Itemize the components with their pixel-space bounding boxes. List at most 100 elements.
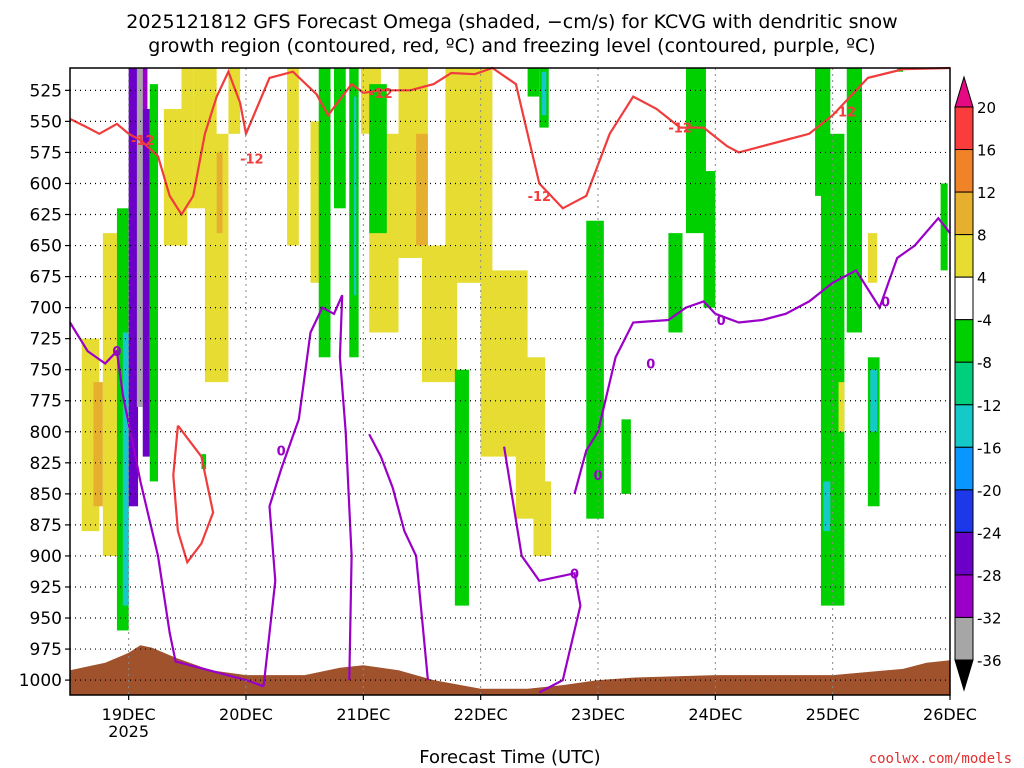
x-tick-label-25DEC: 25DEC [806,705,860,724]
x-tick-label-19DEC: 19DEC [102,705,156,724]
y-tick-label-750: 750 [30,361,62,381]
colorbar-box-4 [954,276,974,321]
freezing-contour-label-6: 0 [881,295,890,310]
omega-shade-4 [122,332,129,606]
omega-shade-8 [142,108,150,457]
x-tick-label-24DEC: 24DEC [688,705,742,724]
omega-shade-9 [149,84,158,482]
omega-shade-27 [416,133,428,246]
dendritic-contour-label-5: -12 [833,105,857,120]
omega-shade-1 [93,382,103,507]
colorbar-arrow-top [954,75,974,108]
freezing-contour-0 [69,321,264,688]
colorbar-box-5 [954,319,974,363]
axes: 525 550 575 600 625 650 675 700 725 750 775 800 825 8… [19,67,977,741]
omega-shade-19 [318,68,331,358]
colorbar-box-3 [954,234,974,278]
colorbar-label-5: -16 [977,439,1002,457]
omega-shade-17 [287,68,299,246]
omega-shade-41 [703,171,716,308]
freezing-contour-label-2: 0 [570,567,579,582]
omega-shade-40 [686,68,706,234]
dendritic-contour-label-3: -12 [528,190,552,205]
omega-shade-7 [142,68,148,109]
x-tick-label-20DEC: 20DEC [219,705,273,724]
colorbar-box-11 [954,574,974,618]
y-tick-label-575: 575 [30,143,62,163]
freezing-contour-label-5: 0 [717,314,726,329]
y-tick-label-1000: 1000 [19,671,62,691]
colorbar: -36 -32 -28 -24 -20 -16 -12 -8 -4 4 8 12 16 20 [954,75,1002,692]
colorbar-box-8 [954,446,974,491]
y-tick-label-775: 775 [30,392,62,412]
colorbar-label-1: -32 [977,609,1002,627]
y-tick-label-925: 925 [30,578,62,598]
freezing-contour-label-1: 0 [277,444,286,459]
colorbar-box-9 [954,489,974,533]
omega-shade-13 [204,133,229,383]
colorbar-label-0: -36 [977,652,1002,670]
x-axis-label: Forecast Time (UTC) [419,747,600,768]
x-tick-label-22DEC: 22DEC [454,705,508,724]
colorbar-box-0 [954,106,974,151]
freezing-contour-4 [573,216,951,495]
colorbar-label-13: 20 [977,99,996,117]
omega-shade-38 [621,419,631,494]
y-tick-label-725: 725 [30,330,62,350]
colorbar-box-7 [954,404,974,448]
colorbar-label-9: 4 [977,269,987,287]
freezing-contour-2 [368,433,429,681]
omega-shade-49 [867,233,878,283]
omega-shade-25 [369,84,387,234]
omega-shade-6 [136,68,143,407]
freezing-contour-label-0: 0 [112,345,121,360]
omega-shade-48 [838,382,845,432]
colorbar-label-12: 16 [977,142,996,160]
terrain [70,645,950,695]
colorbar-label-2: -28 [977,567,1002,585]
omega-shade-39 [668,233,683,333]
colorbar-box-1 [954,149,974,193]
colorbar-label-11: 12 [977,184,996,202]
colorbar-label-6: -12 [977,397,1002,415]
omega-shade-45 [846,68,862,333]
dendritic-contour-label-2: -12 [369,87,393,102]
y-tick-label-950: 950 [30,609,62,629]
y-tick-label-625: 625 [30,206,62,226]
omega-shade-44 [823,481,831,532]
chart-title-line2: growth region (contoured, red, ºC) and f… [148,35,875,57]
plot-frame [69,67,951,696]
y-tick-label-525: 525 [30,81,62,101]
dendritic-contour-closed [172,424,215,565]
colorbar-box-12 [954,616,974,661]
omega-shade-30 [454,369,469,606]
omega-shade-33 [533,481,552,556]
omega-shade-15 [228,68,241,134]
y-tick-label-675: 675 [30,268,62,288]
omega-shade-16 [201,454,207,470]
freezing-contour-label-4: 0 [646,357,655,372]
y-tick-label-825: 825 [30,454,62,474]
x-tick-sublabel: 2025 [108,722,149,741]
colorbar-box-10 [954,531,974,576]
y-tick-label-600: 600 [30,174,62,194]
x-tick-label-23DEC: 23DEC [571,705,625,724]
omega-shade-20 [334,68,346,209]
x-tick-label-26DEC: 26DEC [923,705,977,724]
colorbar-label-8: -4 [977,312,992,330]
colorbar-label-10: 8 [977,227,987,245]
colorbar-label-7: -8 [977,354,992,372]
omega-shade-47 [870,369,878,432]
colorbar-arrow-bottom [954,659,974,692]
y-tick-label-550: 550 [30,112,62,132]
dendritic-contour-label-1: -12 [240,153,264,168]
dendritic-contour-label-0: -12 [131,134,155,149]
omega-shade-11 [181,68,194,209]
y-tick-label-900: 900 [30,547,62,567]
colorbar-box-2 [954,191,974,236]
omega-shade-22 [353,96,357,296]
omega-shade-36 [541,71,547,116]
y-tick-label-850: 850 [30,485,62,505]
